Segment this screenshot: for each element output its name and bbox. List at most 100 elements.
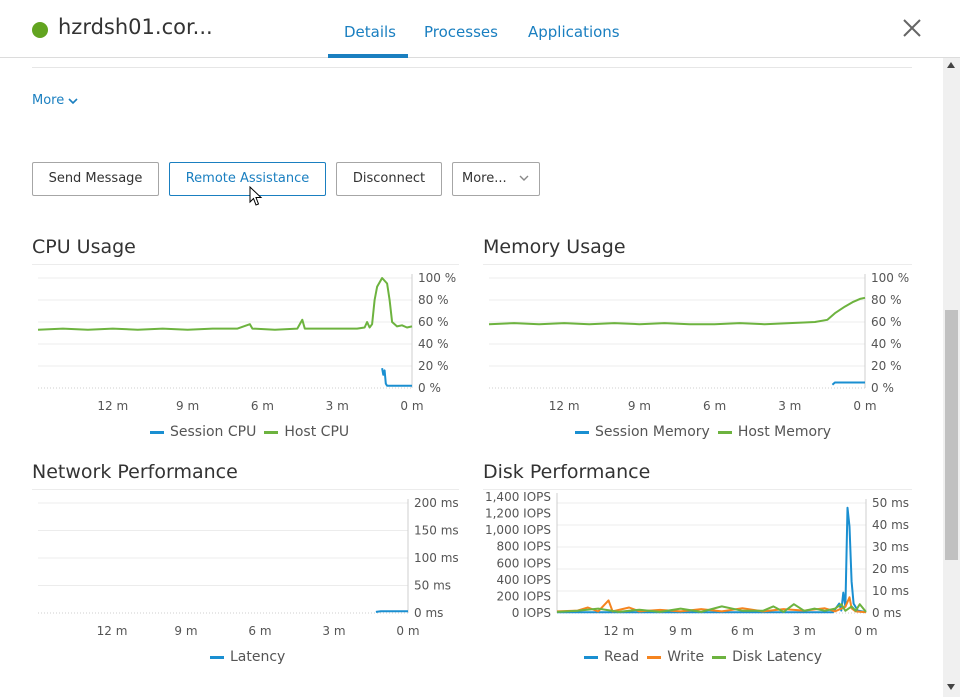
chevron-down-icon	[68, 97, 78, 104]
x-tick-label: 3 m	[322, 624, 345, 638]
divider	[32, 67, 912, 68]
y-tick-label: 100 ms	[414, 551, 459, 565]
y-tick-label: 30 ms	[872, 540, 909, 554]
more-actions-label: More...	[462, 171, 507, 186]
y-left-tick-label: 1,400 IOPS	[485, 490, 551, 504]
x-tick-label: 0 m	[853, 399, 876, 413]
disk-performance-chart: 50 ms 40 ms 30 ms 20 ms 10 ms 0 ms 1,400 IOPS 1…	[485, 490, 909, 638]
y-tick-label: 40 ms	[872, 518, 909, 532]
y-tick-label: 0 %	[871, 381, 894, 395]
x-tick-label: 3 m	[326, 399, 349, 413]
y-left-tick-label: 400 IOPS	[496, 573, 551, 587]
disk-legend: Read Write Disk Latency	[576, 649, 822, 665]
x-tick-label: 12 m	[603, 624, 634, 638]
more-actions-dropdown[interactable]: More...	[452, 162, 540, 196]
y-tick-label: 20 ms	[872, 562, 909, 576]
scroll-up-icon[interactable]	[947, 62, 955, 68]
more-details-link[interactable]: More	[32, 93, 78, 108]
x-tick-label: 9 m	[176, 399, 199, 413]
x-tick-label: 9 m	[628, 399, 651, 413]
scroll-thumb[interactable]	[945, 310, 958, 560]
latency-swatch	[210, 655, 224, 659]
cpu-legend: Session CPU Host CPU	[142, 424, 349, 440]
legend-latency: Latency	[230, 649, 286, 665]
series-line-read	[557, 506, 867, 614]
x-tick-label: 9 m	[174, 624, 197, 638]
write-swatch	[647, 655, 662, 659]
disk-performance-title: Disk Performance	[483, 461, 651, 483]
y-tick-label: 60 %	[871, 315, 902, 329]
legend-disk-latency: Disk Latency	[732, 649, 823, 665]
y-left-tick-label: 600 IOPS	[496, 556, 551, 570]
y-tick-label: 80 %	[871, 293, 902, 307]
y-tick-label: 100 %	[418, 271, 456, 285]
x-tick-label: 6 m	[703, 399, 726, 413]
y-tick-label: 0 ms	[414, 606, 443, 620]
legend-host-cpu: Host CPU	[284, 424, 350, 440]
series-line-host-memory	[488, 296, 866, 326]
x-tick-label: 0 m	[854, 624, 877, 638]
network-performance-chart: 200 ms 150 ms 100 ms 50 ms 0 ms 12 m 9 m 6 m 3 m…	[38, 496, 459, 638]
series-line-write	[556, 596, 867, 614]
session-header: hzrdsh01.cor... Details Processes Applic…	[0, 0, 960, 58]
memory-usage-chart: 100 % 80 % 60 % 40 % 20 % 0 % 12 m 9 m 6 m 3 m 0 m	[488, 271, 909, 413]
chevron-down-icon	[519, 163, 529, 195]
tab-applications[interactable]: Applications	[528, 23, 620, 41]
tab-details[interactable]: Details	[344, 23, 397, 41]
series-line-session-cpu	[381, 368, 412, 387]
y-tick-label: 100 %	[871, 271, 909, 285]
y-tick-label: 50 ms	[414, 579, 451, 593]
host-title: hzrdsh01.cor...	[58, 15, 213, 39]
vertical-scrollbar[interactable]	[943, 58, 960, 697]
series-line-latency	[375, 610, 408, 613]
disk-latency-swatch	[712, 655, 727, 659]
legend-session-memory: Session Memory	[595, 424, 710, 440]
status-dot	[32, 22, 48, 38]
series-line-session-memory	[831, 381, 865, 386]
session-cpu-swatch	[150, 430, 164, 434]
disconnect-button[interactable]: Disconnect	[336, 162, 442, 196]
divider	[32, 489, 459, 490]
y-tick-label: 40 %	[418, 337, 449, 351]
active-tab-indicator	[328, 54, 408, 58]
close-icon	[903, 19, 921, 37]
y-tick-label: 0 %	[418, 381, 441, 395]
close-button[interactable]	[900, 16, 924, 40]
tab-processes[interactable]: Processes	[424, 23, 498, 41]
x-tick-label: 3 m	[793, 624, 816, 638]
legend-host-memory: Host Memory	[737, 424, 832, 440]
session-memory-swatch	[575, 430, 589, 434]
series-line-disk-latency	[556, 603, 867, 613]
read-swatch	[584, 655, 598, 659]
y-tick-label: 50 ms	[872, 496, 909, 510]
divider	[483, 489, 912, 490]
y-tick-label: 10 ms	[872, 584, 909, 598]
memory-usage-title: Memory Usage	[483, 236, 626, 258]
y-tick-label: 0 ms	[872, 606, 901, 620]
legend-write: Write	[667, 649, 705, 665]
send-message-button[interactable]: Send Message	[32, 162, 159, 196]
y-tick-label: 80 %	[418, 293, 449, 307]
mouse-cursor-icon	[249, 186, 263, 206]
y-left-tick-label: 200 IOPS	[496, 589, 551, 603]
x-tick-label: 0 m	[400, 399, 423, 413]
x-tick-label: 0 m	[396, 624, 419, 638]
memory-legend: Session Memory Host Memory	[567, 424, 831, 440]
scroll-down-icon[interactable]	[947, 684, 955, 690]
y-left-tick-label: 1,000 IOPS	[485, 523, 551, 537]
x-tick-label: 6 m	[731, 624, 754, 638]
y-left-tick-label: 800 IOPS	[496, 540, 551, 554]
y-tick-label: 40 %	[871, 337, 902, 351]
series-line-host-cpu	[37, 277, 413, 331]
remote-assistance-button[interactable]: Remote Assistance	[169, 162, 326, 196]
x-tick-label: 9 m	[669, 624, 692, 638]
y-tick-label: 150 ms	[414, 524, 459, 538]
x-tick-label: 12 m	[97, 399, 128, 413]
y-tick-label: 20 %	[418, 359, 449, 373]
x-tick-label: 6 m	[248, 624, 271, 638]
y-tick-label: 200 ms	[414, 496, 459, 510]
x-tick-label: 12 m	[549, 399, 580, 413]
network-legend: Latency	[202, 649, 285, 665]
host-memory-swatch	[717, 430, 732, 434]
x-tick-label: 12 m	[97, 624, 128, 638]
